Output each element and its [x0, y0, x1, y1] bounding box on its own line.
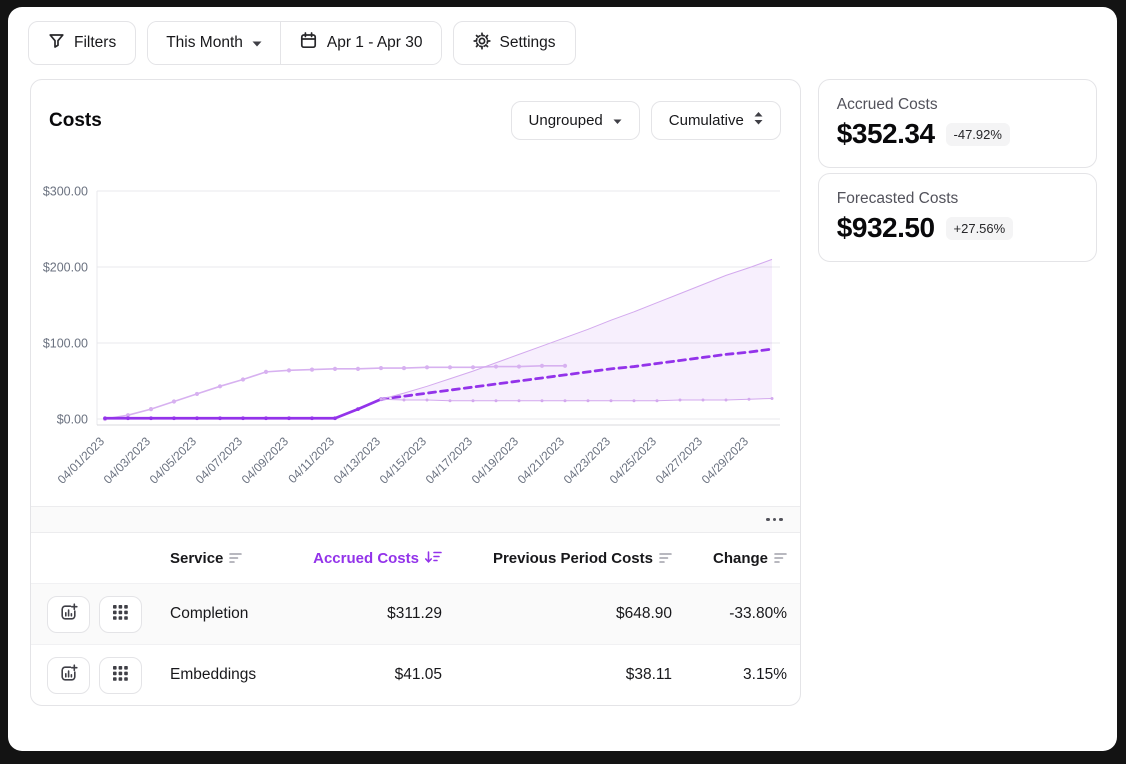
- filter-lines-icon: [229, 550, 243, 567]
- svg-text:$100.00: $100.00: [43, 337, 88, 351]
- app-window: Filters This Month Apr 1 - Apr: [8, 7, 1117, 751]
- previous-cell: $38.11: [625, 666, 672, 683]
- svg-text:04/03/2023: 04/03/2023: [101, 434, 154, 487]
- svg-text:$200.00: $200.00: [43, 261, 88, 275]
- date-range-label: Apr 1 - Apr 30: [326, 34, 423, 51]
- chevron-down-icon: [252, 34, 262, 52]
- change-cell: 3.15%: [743, 666, 787, 683]
- accrued-cell: $311.29: [387, 605, 442, 622]
- svg-text:04/11/2023: 04/11/2023: [285, 434, 337, 486]
- table-header: Service Accrued Costs: [31, 533, 800, 583]
- settings-label: Settings: [499, 34, 556, 51]
- column-label: Previous Period Costs: [492, 549, 653, 567]
- filter-lines-icon: [659, 550, 672, 567]
- grouping-dropdown[interactable]: Ungrouped: [510, 101, 640, 140]
- accrued-cell: $41.05: [394, 666, 442, 683]
- ellipsis-icon: [766, 517, 783, 522]
- svg-text:04/23/2023: 04/23/2023: [561, 434, 614, 487]
- table-row: Embeddings $41.05 $38.11 3.15%: [31, 644, 800, 705]
- add-to-chart-button[interactable]: [47, 595, 90, 633]
- grouping-label: Ungrouped: [528, 112, 603, 129]
- forecasted-costs-card: Forecasted Costs $932.50 +27.56%: [817, 173, 1097, 262]
- change-cell: -33.80%: [729, 605, 787, 622]
- summary-sidebar: Accrued Costs $352.34 -47.92% Forecasted…: [817, 79, 1097, 262]
- grid-icon: [113, 605, 128, 623]
- service-cell: Embeddings: [170, 666, 257, 683]
- panel-title: Costs: [49, 109, 102, 131]
- costs-chart-svg: $0.00$100.00$200.00$300.0004/01/202304/0…: [43, 185, 780, 487]
- column-label: Change: [712, 549, 768, 567]
- period-control: This Month Apr 1 - Apr 30: [147, 21, 442, 65]
- accrued-costs-card: Accrued Costs $352.34 -47.92%: [817, 79, 1097, 168]
- more-options-button[interactable]: [766, 517, 783, 522]
- costs-chart[interactable]: $0.00 $100.00 $200.00 $300.00 04/01/2023 04/0…: [31, 183, 800, 501]
- filters-button[interactable]: Filters: [28, 21, 137, 65]
- grid-icon: [113, 666, 128, 684]
- svg-text:04/07/2023: 04/07/2023: [193, 434, 246, 487]
- svg-text:$0.00: $0.00: [57, 413, 88, 427]
- mode-label: Cumulative: [668, 112, 744, 129]
- grid-button[interactable]: [99, 656, 142, 694]
- chevrons-up-down-icon: [754, 112, 763, 129]
- filters-label: Filters: [74, 34, 117, 51]
- chevron-down-icon: [613, 112, 622, 129]
- accrued-costs-value: $352.34: [836, 118, 935, 149]
- service-cell: Completion: [170, 605, 249, 622]
- costs-panel: Costs Ungrouped Cumulative: [30, 79, 801, 706]
- mode-dropdown[interactable]: Cumulative: [650, 101, 781, 140]
- svg-text:$300.00: $300.00: [43, 185, 88, 199]
- add-to-chart-icon: [59, 603, 78, 625]
- period-dropdown[interactable]: This Month: [148, 22, 280, 64]
- svg-text:04/01/2023: 04/01/2023: [55, 434, 108, 487]
- table-row: Completion $311.29 $648.90 -33.80%: [31, 583, 800, 644]
- svg-text:04/13/2023: 04/13/2023: [331, 434, 384, 487]
- card-label: Accrued Costs: [836, 96, 938, 113]
- column-label: Accrued Costs: [313, 549, 419, 567]
- svg-text:04/21/2023: 04/21/2023: [515, 434, 568, 487]
- svg-text:04/17/2023: 04/17/2023: [423, 434, 476, 487]
- gear-icon: [472, 31, 491, 55]
- forecasted-costs-change-badge: +27.56%: [945, 216, 1014, 240]
- svg-text:04/05/2023: 04/05/2023: [147, 434, 200, 487]
- sort-descending-icon: [425, 550, 442, 567]
- grid-button[interactable]: [99, 595, 142, 633]
- previous-cell: $648.90: [615, 605, 672, 622]
- svg-text:04/29/2023: 04/29/2023: [699, 434, 752, 487]
- forecasted-costs-value: $932.50: [836, 212, 935, 243]
- period-label: This Month: [166, 34, 243, 51]
- svg-text:04/09/2023: 04/09/2023: [239, 434, 292, 487]
- column-header-previous-period-costs[interactable]: Previous Period Costs: [442, 550, 672, 567]
- column-header-change[interactable]: Change: [672, 550, 787, 567]
- accrued-costs-change-badge: -47.92%: [945, 122, 1010, 146]
- filter-lines-icon: [774, 550, 787, 567]
- settings-button[interactable]: Settings: [452, 21, 576, 65]
- date-range-picker[interactable]: Apr 1 - Apr 30: [279, 22, 441, 64]
- column-header-accrued-costs[interactable]: Accrued Costs: [272, 550, 442, 567]
- funnel-icon: [48, 32, 65, 54]
- svg-text:04/15/2023: 04/15/2023: [377, 434, 430, 487]
- column-header-service[interactable]: Service: [170, 550, 272, 567]
- add-to-chart-icon: [59, 664, 78, 686]
- svg-text:04/27/2023: 04/27/2023: [653, 434, 706, 487]
- top-toolbar: Filters This Month Apr 1 - Apr: [8, 7, 1117, 65]
- calendar-icon: [299, 31, 318, 55]
- add-to-chart-button[interactable]: [47, 656, 90, 694]
- svg-text:04/19/2023: 04/19/2023: [469, 434, 522, 487]
- card-label: Forecasted Costs: [836, 190, 959, 207]
- column-label: Service: [170, 549, 224, 567]
- table-options-bar: [31, 506, 800, 533]
- svg-text:04/25/2023: 04/25/2023: [607, 434, 660, 487]
